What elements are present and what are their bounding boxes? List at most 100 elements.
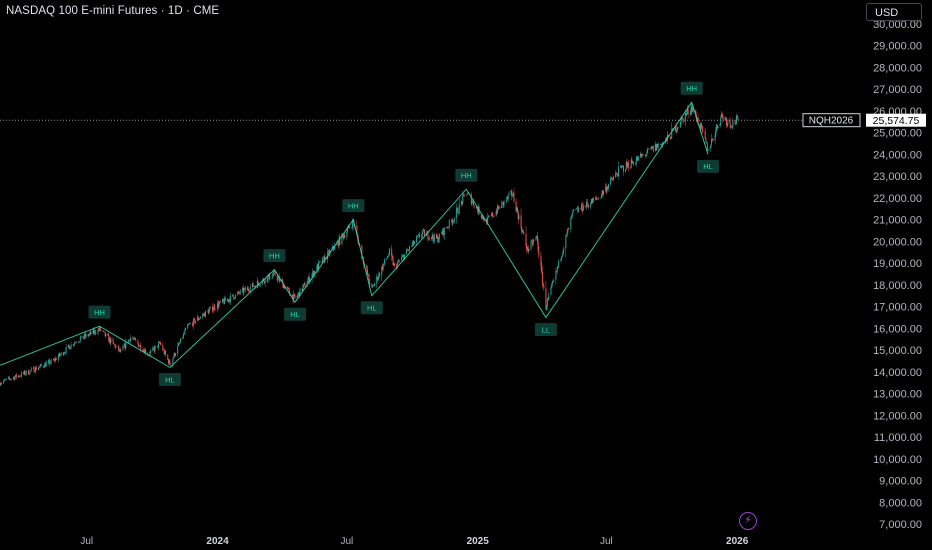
candle (69, 348, 71, 350)
candle (551, 282, 553, 289)
candle (323, 255, 325, 264)
candle (123, 342, 125, 347)
candle (189, 322, 191, 325)
candle (556, 270, 558, 273)
candle (620, 164, 622, 169)
candle (428, 238, 430, 241)
candle (408, 245, 410, 254)
time-axis[interactable]: Jul 2024 Jul 2025 Jul 2026 (80, 536, 748, 547)
svg-text:HH: HH (686, 84, 697, 93)
candle (40, 363, 42, 367)
candle (133, 336, 135, 341)
candle (20, 370, 22, 379)
price-axis-tick: 15,000.00 (873, 345, 922, 357)
candle (546, 305, 548, 311)
candle (601, 189, 603, 199)
candle (333, 248, 335, 251)
candle (710, 144, 712, 148)
candle (560, 258, 562, 262)
candle (716, 123, 718, 133)
candle (104, 332, 106, 339)
price-axis-tick: 19,000.00 (873, 258, 922, 270)
candle (531, 239, 533, 242)
candle (393, 262, 395, 266)
price-axis[interactable]: 7,000.00 8,000.00 9,000.00 10,000.00 11,000.… (873, 19, 922, 531)
candle (194, 317, 196, 325)
candle (590, 198, 592, 205)
candle (556, 266, 558, 275)
candle (25, 373, 27, 376)
candle (507, 195, 509, 201)
candle (344, 233, 346, 239)
candle (133, 338, 135, 340)
candle (720, 115, 722, 126)
candle (644, 154, 646, 158)
candle (108, 336, 110, 344)
candle (185, 327, 187, 331)
price-axis-tick: 13,000.00 (873, 389, 922, 401)
candle (684, 110, 686, 127)
candle (430, 237, 432, 241)
candles (0, 102, 739, 387)
candle (566, 229, 568, 237)
candle (187, 323, 189, 330)
candle (318, 262, 320, 264)
currency-selector[interactable]: USD (866, 3, 922, 21)
candle (450, 218, 452, 222)
price-tag: NQH2026 25,574.75 (802, 113, 926, 128)
candle (472, 198, 474, 206)
candle (706, 142, 708, 144)
candle (118, 348, 120, 353)
price-axis-tick: 20,000.00 (873, 236, 922, 248)
candle (149, 350, 151, 358)
candle (367, 266, 369, 276)
candle (690, 102, 692, 116)
candle (402, 254, 404, 257)
candle (253, 285, 255, 288)
candle (518, 212, 520, 221)
time-axis-tick: 2026 (726, 536, 749, 547)
candle (588, 202, 590, 209)
candle (239, 289, 241, 295)
candle (167, 354, 169, 361)
candle (513, 187, 515, 204)
candle (194, 320, 196, 325)
candle (74, 341, 76, 346)
candle (27, 369, 29, 375)
candle (627, 159, 629, 172)
candle (182, 337, 184, 340)
candle (283, 283, 285, 290)
candle (109, 336, 111, 346)
candle (202, 313, 204, 317)
candle (411, 245, 413, 248)
candle (160, 341, 162, 346)
candle (251, 283, 253, 290)
candle (77, 341, 79, 344)
candle (119, 347, 121, 353)
candle (590, 201, 592, 210)
candle (656, 143, 658, 151)
zigzag-line (0, 101, 709, 369)
candle (610, 177, 612, 180)
candle (512, 194, 514, 198)
candle (239, 292, 241, 295)
candle (581, 201, 583, 215)
candle (193, 318, 195, 320)
candle (600, 193, 602, 199)
candle (418, 231, 420, 239)
candle (25, 370, 27, 377)
price-axis-tick: 29,000.00 (873, 41, 922, 53)
candle (381, 264, 383, 271)
candle (428, 236, 430, 242)
candle (657, 141, 659, 151)
candle (721, 111, 723, 118)
candle (490, 214, 492, 217)
candle (446, 226, 448, 229)
candle (287, 286, 289, 289)
candle (13, 376, 15, 381)
lightning-icon[interactable]: ⚡ (739, 512, 757, 530)
pivot-label-hl: HL (158, 372, 181, 386)
candle (94, 329, 96, 336)
candle (702, 130, 704, 132)
